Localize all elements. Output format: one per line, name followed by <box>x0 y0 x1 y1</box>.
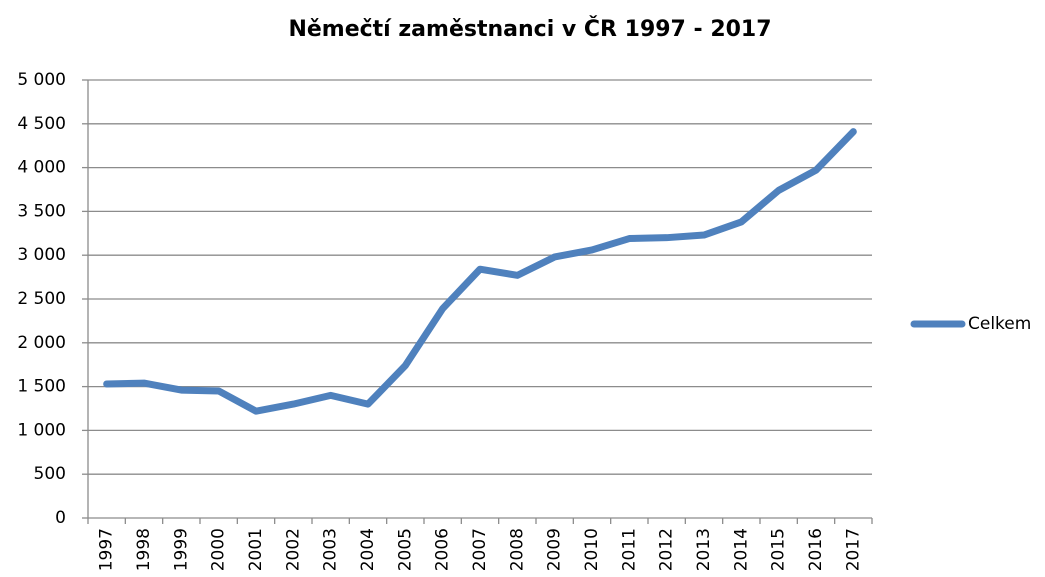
x-tick-label: 1999 <box>171 528 191 571</box>
y-tick-label: 3 000 <box>17 245 66 265</box>
x-tick-label: 2006 <box>433 528 453 571</box>
y-tick-label: 1 500 <box>17 377 66 397</box>
x-tick-label: 2011 <box>619 528 639 571</box>
y-tick-label: 4 000 <box>17 158 66 178</box>
x-tick-label: 1997 <box>97 528 117 571</box>
legend-label: Celkem <box>968 314 1031 334</box>
x-tick-label: 2012 <box>657 528 677 571</box>
y-tick-label: 2 500 <box>17 289 66 309</box>
x-tick-label: 2016 <box>806 528 826 571</box>
y-tick-label: 1 000 <box>17 420 66 440</box>
x-tick-label: 2002 <box>283 528 303 571</box>
x-tick-label: 2017 <box>843 528 863 571</box>
x-tick-label: 2005 <box>395 528 415 571</box>
chart-title: Němečtí zaměstnanci v ČR 1997 - 2017 <box>288 16 771 42</box>
y-tick-label: 4 500 <box>17 114 66 134</box>
y-tick-label: 5 000 <box>17 70 66 90</box>
y-tick-label: 2 000 <box>17 333 66 353</box>
x-tick-label: 2007 <box>470 528 490 571</box>
x-tick-label: 2014 <box>731 528 751 571</box>
x-tick-label: 1998 <box>134 528 154 571</box>
x-tick-label: 2010 <box>582 528 602 571</box>
x-tick-label: 2008 <box>507 528 527 571</box>
x-tick-label: 2015 <box>769 528 789 571</box>
x-tick-label: 2004 <box>358 528 378 571</box>
x-tick-label: 2001 <box>246 528 266 571</box>
data-line <box>103 128 857 415</box>
x-tick-label: 2003 <box>321 528 341 571</box>
y-tick-label: 500 <box>34 464 66 484</box>
y-tick-label: 0 <box>55 508 66 528</box>
x-tick-label: 2013 <box>694 528 714 571</box>
y-tick-label: 3 500 <box>17 201 66 221</box>
x-tick-label: 2000 <box>209 528 229 571</box>
x-tick-label: 2009 <box>545 528 565 571</box>
